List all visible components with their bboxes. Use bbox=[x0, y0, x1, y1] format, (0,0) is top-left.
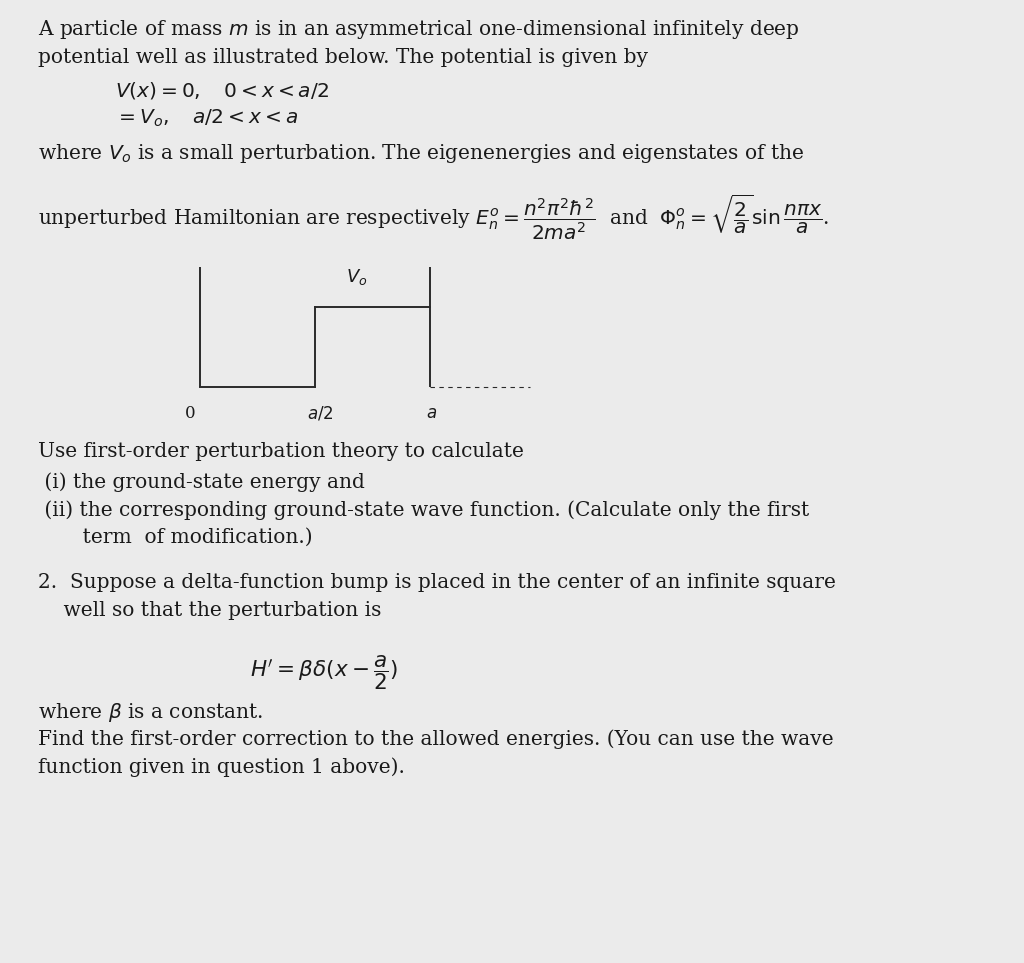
Text: $a/2$: $a/2$ bbox=[307, 405, 333, 423]
Text: $V_o$: $V_o$ bbox=[346, 267, 368, 287]
Text: where $\beta$ is a constant.: where $\beta$ is a constant. bbox=[38, 701, 263, 724]
Text: $H' = \beta\delta(x - \dfrac{a}{2})$: $H' = \beta\delta(x - \dfrac{a}{2})$ bbox=[250, 653, 398, 691]
Text: (i) the ground-state energy and: (i) the ground-state energy and bbox=[38, 472, 365, 492]
Text: potential well as illustrated below. The potential is given by: potential well as illustrated below. The… bbox=[38, 48, 648, 67]
Text: well so that the perturbation is: well so that the perturbation is bbox=[38, 601, 381, 620]
Text: 2.  Suppose a delta-function bump is placed in the center of an infinite square: 2. Suppose a delta-function bump is plac… bbox=[38, 573, 836, 592]
Text: Find the first-order correction to the allowed energies. (You can use the wave: Find the first-order correction to the a… bbox=[38, 729, 834, 748]
Text: $= V_o, \quad a/2 < x < a$: $= V_o, \quad a/2 < x < a$ bbox=[115, 108, 298, 129]
Text: Use first-order perturbation theory to calculate: Use first-order perturbation theory to c… bbox=[38, 442, 524, 461]
Text: unperturbed Hamiltonian are respectively $E_n^o = \dfrac{n^2 \pi^2 \hbar^2}{2ma^: unperturbed Hamiltonian are respectively… bbox=[38, 192, 829, 242]
Text: (ii) the corresponding ground-state wave function. (Calculate only the first: (ii) the corresponding ground-state wave… bbox=[38, 500, 809, 520]
Text: A particle of mass $m$ is in an asymmetrical one-dimensional infinitely deep: A particle of mass $m$ is in an asymmetr… bbox=[38, 18, 800, 41]
Text: $a$: $a$ bbox=[426, 405, 437, 422]
Text: term  of modification.): term of modification.) bbox=[38, 528, 312, 547]
Text: $V(x) = 0, \quad 0 < x < a/2$: $V(x) = 0, \quad 0 < x < a/2$ bbox=[115, 80, 329, 101]
Text: function given in question 1 above).: function given in question 1 above). bbox=[38, 757, 404, 776]
Text: where $V_o$ is a small perturbation. The eigenenergies and eigenstates of the: where $V_o$ is a small perturbation. The… bbox=[38, 142, 805, 165]
Text: 0: 0 bbox=[184, 405, 196, 422]
